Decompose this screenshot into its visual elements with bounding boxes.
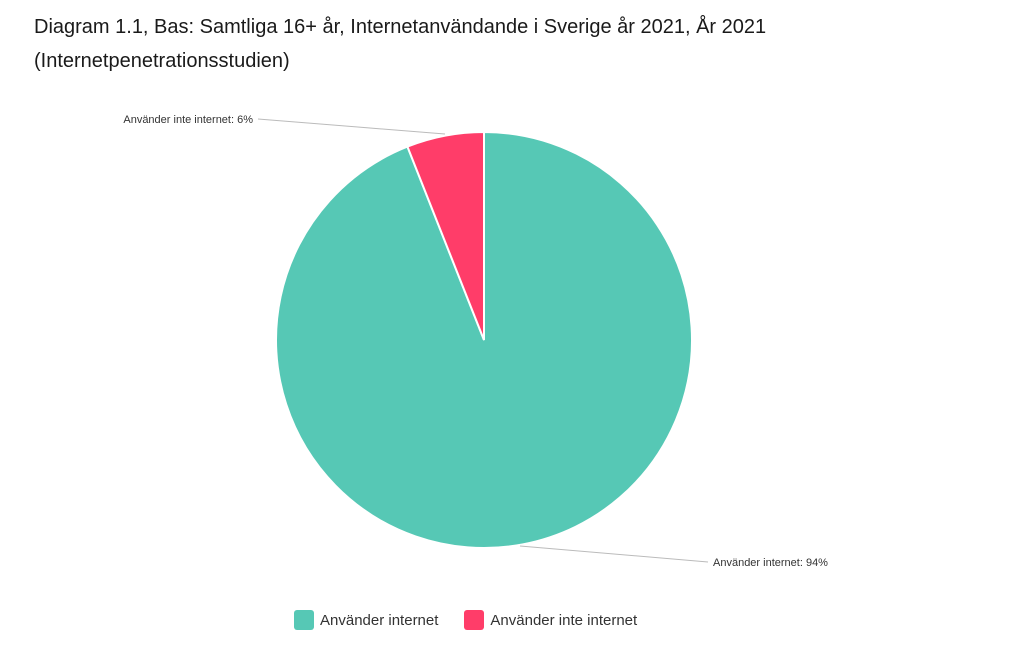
subtitle-text: (Internetpenetrationsstudien) (34, 50, 290, 72)
title-text: Diagram 1.1, Bas: Samtliga 16+ år, Inter… (34, 16, 767, 38)
leader-line (257, 118, 446, 135)
legend-label: Använder inte internet (490, 611, 638, 629)
legend-label: Använder internet (320, 611, 439, 629)
legend: Använder internet Använder inte internet (294, 610, 637, 630)
legend-item-uses-internet[interactable]: Använder internet (294, 610, 438, 630)
leader-line (519, 545, 709, 563)
pie-slice-no-internet[interactable] (406, 130, 485, 341)
chart-title: Diagram 1.1, Bas: Samtliga 16+ år, Inter… (34, 10, 1014, 78)
data-label: Använder inte internet: 6% (123, 114, 253, 126)
legend-swatch (464, 610, 485, 630)
data-label: Använder internet: 94% (713, 557, 828, 569)
legend-swatch (294, 610, 314, 630)
legend-item-no-internet[interactable]: Använder inte internet (464, 610, 637, 630)
